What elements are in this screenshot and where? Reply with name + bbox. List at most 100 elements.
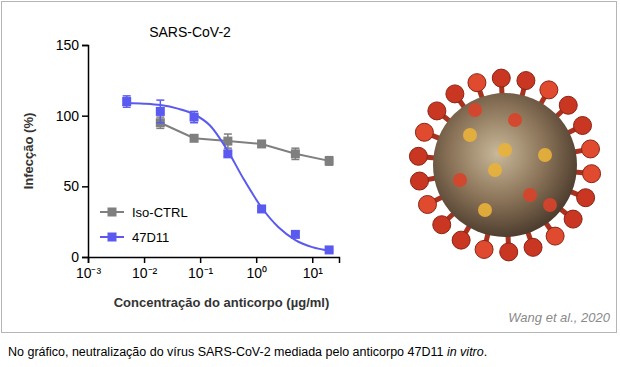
x-tick-mark [256,257,258,263]
y-tick-label: 0 [71,249,79,265]
caption-part: . [484,345,487,359]
virus-spike-head [500,243,518,261]
virus-spike-head [546,227,564,245]
x-tick-mark [312,257,314,263]
x-axis-line [89,258,340,264]
page: 10⁻³ 10⁻² 10⁻¹ 10⁰ 10¹ 0 50 100 150 SARS-CoV-2 Con… [0,0,620,367]
error-bar-cap [190,122,198,124]
virus-surface-spike [523,188,537,202]
caption-part: in vitro [447,345,484,359]
y-axis-title: Infecção (%) [21,113,36,190]
error-bar-cap [156,99,164,101]
y-tick-label: 50 [63,178,79,194]
virus-body [433,93,577,237]
x-tick: 10¹ [303,257,324,281]
series-line [160,123,329,161]
legend-label: Iso-CTRL [132,205,188,220]
y-tick-label: 100 [56,108,80,124]
y-tick: 150 [56,37,88,53]
x-tick: 10⁻² [132,257,158,281]
series-0 [156,117,334,165]
legend: Iso-CTRL 47D11 [100,205,188,245]
virus-spike-head [524,238,542,256]
virus-illustration [409,69,600,261]
error-bar [156,100,164,123]
virus-spike-head [564,210,582,228]
x-tick-label: 10⁻³ [76,265,102,281]
x-axis: 10⁻³ 10⁻² 10⁻¹ 10⁰ 10¹ [76,257,340,281]
x-tick: 10⁰ [246,257,267,281]
virus-spike-head [452,231,470,249]
x-tick-label: 10¹ [303,265,324,281]
x-tick-mark [200,257,202,263]
data-point [190,113,199,122]
x-tick-label: 10⁻² [132,265,158,281]
fit-curve [127,103,329,251]
virus-surface-spike [498,143,512,157]
virus-spike-head [415,123,433,141]
data-point [257,139,266,148]
virus-spike-head [574,117,592,135]
x-tick-label: 10⁻¹ [188,265,214,281]
data-point [291,149,300,158]
virus-spike-head [410,172,428,190]
y-tick-label: 150 [56,37,80,53]
legend-label: 47D11 [132,230,169,245]
error-bar-cap [123,106,131,108]
virus-spike-head [475,240,493,258]
x-tick: 10⁻³ [76,257,102,281]
error-bar-cap [291,147,299,149]
virus-spike-head [409,147,427,165]
error-bar [190,111,198,122]
error-bar [325,157,333,165]
virus-spike-head [582,140,600,158]
y-tick-mark [82,186,88,188]
virus-spike-head [583,165,601,183]
error-bar [291,148,299,159]
virus-spike-head [418,195,436,213]
x-tick-label: 10⁰ [246,265,267,281]
virus-spike-head [517,72,535,90]
legend-marker [108,233,117,242]
virus-spike-head [559,96,577,114]
legend-marker [108,208,117,217]
virus-spike-head [577,189,595,207]
virus-surface-spike [538,148,552,162]
error-bar-cap [190,111,198,113]
virus-surface-spike [468,103,482,117]
virus-spike-head [446,85,464,103]
legend-entry: Iso-CTRL [100,205,188,220]
virus-surface-spike [508,113,522,127]
y-tick-mark [82,45,88,47]
data-point [190,134,199,143]
y-tick: 0 [71,249,88,265]
error-bar-cap [224,133,232,135]
data-point [325,245,334,254]
virus-surface-spike [488,163,502,177]
plot-area [122,96,333,255]
error-bar-cap [156,122,164,124]
y-axis: 0 50 100 150 [56,37,89,265]
error-bar-cap [156,128,164,130]
error-bar [123,96,131,107]
virus-spike-head [540,81,558,99]
virus-spike-head [468,74,486,92]
chart-title: SARS-CoV-2 [149,24,231,40]
legend-entry: 47D11 [100,230,169,245]
y-axis-line [82,46,89,258]
error-bar-cap [291,159,299,161]
virus-surface-spike [543,198,557,212]
virus-spike-head [428,102,446,120]
x-axis-title: Concentração do anticorpo (µg/ml) [114,295,330,310]
caption: No gráfico, neutralização do vírus SARS-… [8,345,487,359]
caption-part: No gráfico, neutralização do vírus SARS-… [8,345,447,359]
data-point [156,107,165,116]
data-point [223,149,232,158]
error-bar-cap [123,95,131,97]
y-tick: 50 [63,178,88,194]
y-tick-mark [82,257,88,259]
data-point [257,204,266,213]
series-1 [122,96,333,255]
y-tick-mark [82,115,88,117]
y-tick: 100 [56,108,88,124]
